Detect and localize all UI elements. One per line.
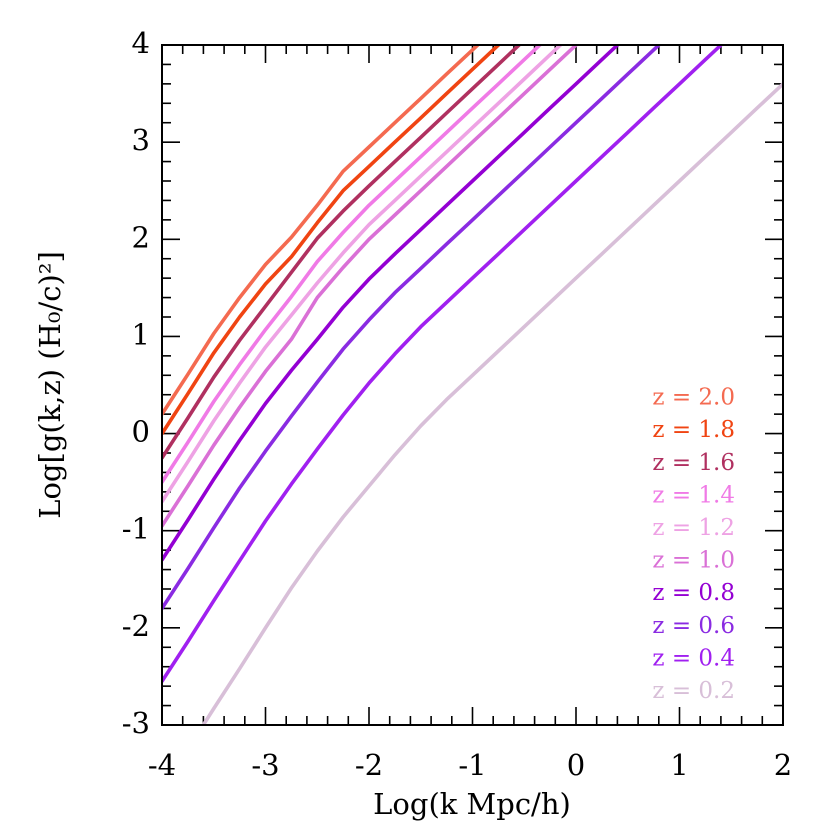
series-line bbox=[162, 45, 543, 484]
y-tick-label: 4 bbox=[132, 26, 150, 60]
series-line bbox=[162, 45, 522, 460]
y-tick-label: 1 bbox=[132, 317, 150, 351]
y-tick-label: -3 bbox=[122, 706, 150, 740]
legend-entry: z = 0.4 bbox=[652, 645, 735, 671]
y-tick-label: 2 bbox=[132, 220, 150, 254]
y-tick-label: 0 bbox=[132, 415, 150, 449]
x-tick-label: -3 bbox=[251, 748, 279, 782]
series-line bbox=[162, 45, 724, 684]
legend-entry: z = 0.8 bbox=[652, 580, 735, 606]
y-tick-label: -2 bbox=[122, 609, 150, 643]
legend-entry: z = 1.6 bbox=[652, 450, 735, 476]
series-line bbox=[162, 45, 662, 611]
legend-entry: z = 0.2 bbox=[652, 678, 735, 704]
series-line bbox=[162, 45, 564, 504]
x-tick-label: -4 bbox=[148, 748, 176, 782]
legend-entry: z = 1.4 bbox=[652, 482, 735, 508]
x-tick-label: -2 bbox=[355, 748, 383, 782]
plot-frame bbox=[161, 44, 784, 726]
legend-entry: z = 0.6 bbox=[652, 613, 735, 639]
plot-lines bbox=[162, 45, 783, 725]
y-tick-label: 3 bbox=[132, 123, 150, 157]
x-axis-label: Log(k Mpc/h) bbox=[373, 787, 571, 821]
series-line bbox=[162, 45, 502, 436]
legend-entry: z = 1.2 bbox=[652, 515, 735, 541]
series-line bbox=[201, 82, 783, 725]
x-tick-label: 1 bbox=[670, 748, 688, 782]
x-tick-label: 2 bbox=[774, 748, 792, 782]
legend-entry: z = 1.0 bbox=[652, 548, 735, 574]
legend-entry: z = 2.0 bbox=[652, 385, 735, 411]
x-tick-label: 0 bbox=[567, 748, 585, 782]
series-line bbox=[162, 45, 621, 562]
series-line bbox=[162, 45, 579, 528]
x-tick-label: -1 bbox=[458, 748, 486, 782]
legend-entry: z = 1.8 bbox=[652, 417, 735, 443]
y-tick-label: -1 bbox=[122, 512, 150, 546]
y-axis-label: Log[g(k,z) (H₀/c)²] bbox=[33, 251, 67, 519]
series-line bbox=[162, 45, 481, 416]
